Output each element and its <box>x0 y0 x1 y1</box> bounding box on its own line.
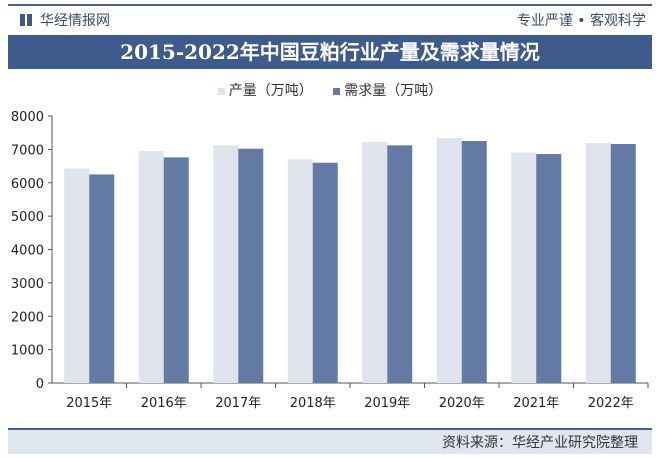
bar-production <box>213 145 239 383</box>
y-tick-label: 5000 <box>11 210 44 225</box>
bar-demand <box>238 148 264 383</box>
bar-demand <box>387 145 413 383</box>
legend-production: 产量（万吨） <box>217 83 313 99</box>
bar-demand <box>163 157 189 383</box>
bar-production <box>436 138 462 383</box>
y-tick-label: 8000 <box>11 110 44 125</box>
bar-production <box>511 152 537 383</box>
x-tick-label: 2022年 <box>588 396 634 411</box>
legend: 产量（万吨） 需求量（万吨） <box>0 80 660 100</box>
x-tick-label: 2016年 <box>141 396 187 411</box>
legend-swatch-production <box>217 87 225 95</box>
x-tick-label: 2015年 <box>66 396 112 411</box>
y-tick-label: 0 <box>36 377 44 392</box>
brand: 华经情报网 <box>20 10 110 30</box>
y-tick-label: 3000 <box>11 277 44 292</box>
brand-logo-icon <box>20 13 34 27</box>
source-note: 资料来源：华经产业研究院整理 <box>442 435 638 451</box>
chart-title: 2015-2022年中国豆粕行业产量及需求量情况 <box>8 35 652 69</box>
slogan: 专业严谨 • 客观科学 <box>516 13 646 29</box>
x-tick-label: 2018年 <box>290 396 336 411</box>
x-tick-label: 2020年 <box>439 396 485 411</box>
bar-production <box>64 168 90 383</box>
top-rule <box>8 4 652 6</box>
x-tick-label: 2017年 <box>215 396 261 411</box>
y-tick-label: 7000 <box>11 143 44 158</box>
brand-name: 华经情报网 <box>40 13 110 29</box>
bar-production <box>362 142 388 383</box>
bar-demand <box>461 141 487 383</box>
y-tick-label: 2000 <box>11 310 44 325</box>
bar-demand <box>89 174 115 383</box>
y-tick-label: 1000 <box>11 344 44 359</box>
footer: 资料来源：华经产业研究院整理 <box>8 428 652 454</box>
bar-demand <box>312 162 338 383</box>
y-tick-label: 6000 <box>11 177 44 192</box>
legend-label-demand: 需求量（万吨） <box>344 83 443 99</box>
bar-demand <box>536 154 562 383</box>
legend-label-production: 产量（万吨） <box>228 83 313 99</box>
bar-production <box>138 151 164 383</box>
y-tick-label: 4000 <box>11 244 44 259</box>
bar-demand <box>610 144 636 383</box>
bar-production <box>585 143 611 383</box>
legend-swatch-demand <box>333 87 341 95</box>
legend-demand: 需求量（万吨） <box>333 83 442 99</box>
x-tick-label: 2021年 <box>513 396 559 411</box>
bar-production <box>287 159 313 383</box>
x-tick-label: 2019年 <box>364 396 410 411</box>
